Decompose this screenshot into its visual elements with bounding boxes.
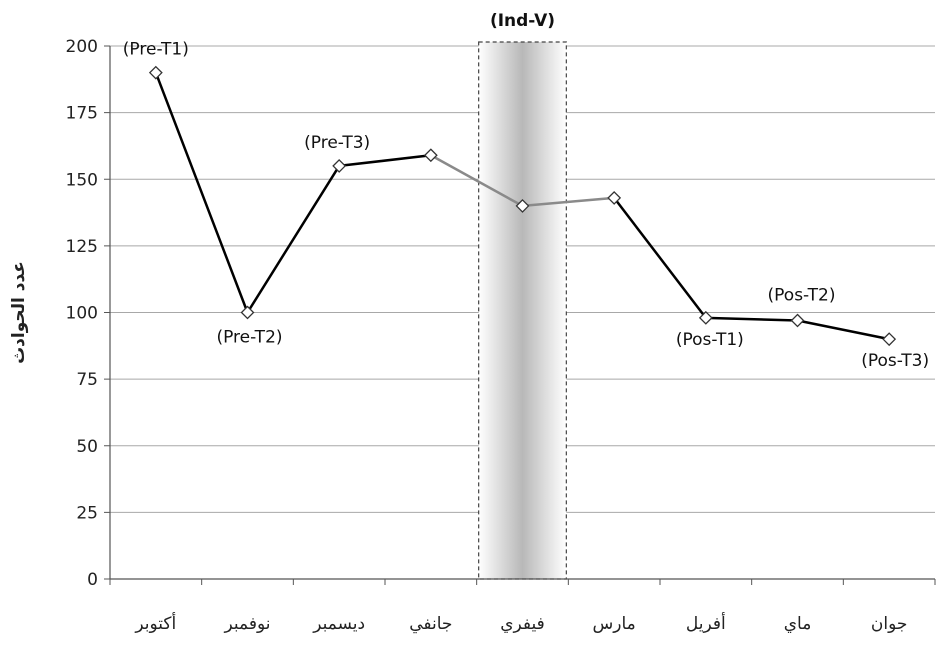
series-line-segment	[796, 319, 891, 341]
data-point-label: (Pre-T1)	[123, 40, 189, 60]
y-axis-label: عدد الحوادث	[9, 261, 29, 364]
series-line-segment	[612, 196, 708, 320]
x-tick-label: ماي	[784, 614, 812, 634]
x-tick-label: جانفي	[409, 614, 452, 634]
data-point-label: (Pos-T2)	[768, 285, 836, 305]
y-tick-label: 125	[66, 237, 98, 257]
y-tick-label: 50	[76, 437, 98, 457]
data-point-marker	[332, 159, 347, 173]
data-point-marker	[607, 190, 622, 205]
x-tick-label: فيفري	[500, 614, 545, 634]
highlight-band	[478, 41, 567, 580]
data-point-marker	[240, 305, 255, 320]
data-point-label: (Pos-T1)	[676, 330, 744, 350]
y-tick-label: 25	[76, 503, 98, 523]
series-line-segment	[154, 71, 249, 314]
y-tick-label: 100	[66, 304, 98, 324]
highlight-band-label: (Ind-V)	[490, 11, 555, 31]
series-layer	[148, 65, 897, 347]
x-tick-label: أفريل	[686, 612, 726, 634]
series-line-segment	[429, 154, 524, 208]
series-line-segment	[246, 164, 341, 314]
x-tick-label: نوفمبر	[224, 614, 271, 634]
data-point-marker	[515, 198, 530, 213]
y-tick-label: 150	[66, 170, 98, 190]
series-line-segment	[704, 316, 799, 322]
x-tick-label: أكتوبر	[134, 612, 176, 634]
axis-layer: 0 25 50 75 100 125 150 175 200 أكتوبر نوفمبر ديسمبر…	[9, 37, 936, 634]
x-tick-label: ديسمبر	[312, 614, 365, 634]
data-point-marker	[148, 65, 163, 80]
x-tick-label: جوان	[871, 614, 908, 634]
data-point-marker	[882, 332, 897, 347]
y-tick-label: 0	[87, 570, 98, 590]
series-line-segment	[521, 196, 616, 208]
y-tick-label: 175	[66, 104, 98, 124]
data-point-marker	[790, 313, 805, 328]
y-tick-label: 75	[76, 370, 98, 390]
data-point-label: (Pos-T3)	[861, 351, 929, 371]
highlight-band-layer: (Ind-V)	[478, 11, 567, 580]
data-point-marker	[423, 148, 438, 163]
label-layer: (Pre-T1) (Pre-T2) (Pre-T3) (Pos-T1) (Pos-T2)…	[123, 40, 929, 371]
x-tick-label: مارس	[593, 614, 636, 634]
data-point-label: (Pre-T3)	[304, 133, 370, 153]
series-line-segment	[337, 154, 433, 168]
y-tick-label: 200	[66, 37, 98, 57]
data-point-label: (Pre-T2)	[216, 328, 282, 348]
data-point-marker	[698, 310, 713, 325]
